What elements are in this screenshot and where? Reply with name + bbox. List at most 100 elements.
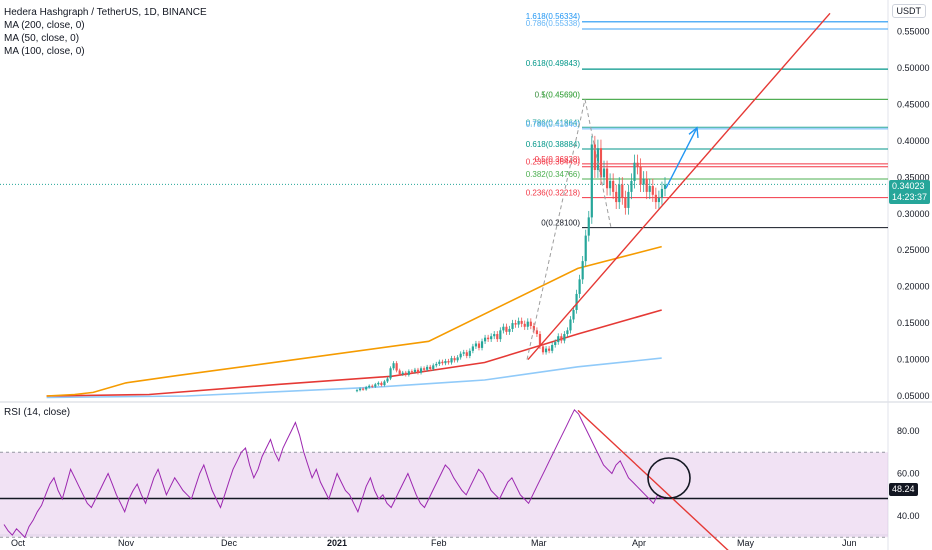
candle-body xyxy=(453,358,456,361)
candle-body xyxy=(532,326,535,331)
ma200-legend: MA (200, close, 0) xyxy=(4,20,85,31)
fib-level-label: 0(0.28100) xyxy=(541,219,580,228)
candle-body xyxy=(480,341,484,348)
candle-body xyxy=(599,148,603,178)
candle-body xyxy=(355,390,359,392)
candle-body xyxy=(361,388,365,390)
candle-body xyxy=(407,371,410,375)
fib-level-label: 1.618(0.56334) xyxy=(526,12,581,21)
candle-body xyxy=(621,184,624,198)
candle-body xyxy=(358,388,362,391)
fib-level-label: 1(0.45690) xyxy=(541,90,580,99)
time-tick-label: Feb xyxy=(431,538,447,548)
time-tick-label: Jun xyxy=(842,538,857,548)
candle-body xyxy=(514,323,517,325)
candle-body xyxy=(502,326,505,331)
candle-body xyxy=(615,191,618,203)
ma200-line xyxy=(46,357,662,399)
fib-level-label: 0.382(0.34766) xyxy=(526,170,581,179)
candle-body xyxy=(447,361,450,363)
candle-body xyxy=(651,186,654,195)
candle-body xyxy=(456,357,459,361)
candle-body xyxy=(609,180,612,189)
candle-body xyxy=(627,191,630,208)
candle-body xyxy=(462,352,465,354)
candle-body xyxy=(578,279,581,294)
arrow-head-icon xyxy=(688,126,699,139)
fib-level-label: 0.236(0.32218) xyxy=(526,189,581,198)
candle-body xyxy=(487,337,490,340)
candle-body xyxy=(572,309,575,320)
time-tick-label: May xyxy=(737,538,755,548)
candle-body xyxy=(517,320,520,325)
candle-body xyxy=(569,319,572,331)
candle-body xyxy=(365,387,368,390)
time-tick-label: Dec xyxy=(221,538,238,548)
candle-body xyxy=(374,384,377,387)
candle-body xyxy=(380,382,383,386)
rsi-band xyxy=(0,452,888,538)
rsi-trend-line xyxy=(577,409,729,550)
candle-body xyxy=(535,330,539,335)
price-tick-label: 0.50000 xyxy=(897,63,930,73)
fib-trend-dashed-line xyxy=(584,99,612,228)
candle-body xyxy=(630,180,633,192)
rsi-title: RSI (14, close) xyxy=(4,407,71,418)
candle-body xyxy=(663,184,667,189)
candle-body xyxy=(584,235,587,262)
candle-body xyxy=(368,385,371,388)
candle-body xyxy=(459,353,462,358)
candle-body xyxy=(541,346,545,353)
price-tick-label: 0.15000 xyxy=(897,318,930,328)
candle-body xyxy=(468,350,471,356)
rsi-tick-label: 60.00 xyxy=(897,469,920,479)
candle-body xyxy=(377,382,380,385)
candle-body xyxy=(618,184,621,203)
price-tick-label: 0.45000 xyxy=(897,99,930,109)
price-tick-label: 0.40000 xyxy=(897,136,930,146)
candle-body xyxy=(596,148,600,171)
fib-level-label: 0.236(0.36449) xyxy=(526,158,581,167)
price-tick-label: 0.10000 xyxy=(897,355,930,365)
currency-button[interactable]: USDT xyxy=(891,4,926,18)
fib-level-label: 0.786(0.41864) xyxy=(526,118,581,127)
price-badge: 0.34023 14:23:37 xyxy=(889,180,931,204)
candle-body xyxy=(636,162,639,167)
candle-body xyxy=(593,144,596,171)
candle-body xyxy=(426,366,429,370)
candle-body xyxy=(404,372,407,375)
circle-annotation xyxy=(647,457,691,499)
ma100-legend: MA (100, close, 0) xyxy=(4,46,85,57)
candle-body xyxy=(389,368,392,379)
price-tick-label: 0.35000 xyxy=(897,172,930,182)
candle-body xyxy=(477,343,481,348)
candle-body xyxy=(432,365,435,370)
candle-body xyxy=(548,348,551,351)
candle-body xyxy=(493,334,496,337)
fib-trend-dashed-line xyxy=(526,99,586,360)
candle-body xyxy=(612,180,615,192)
fib-level-label: 0.786(0.55338) xyxy=(526,19,581,28)
candle-body xyxy=(444,361,447,364)
candle-body xyxy=(392,363,395,369)
candle-body xyxy=(496,334,499,340)
candle-body xyxy=(529,321,532,327)
candle-body xyxy=(398,370,401,375)
candle-body xyxy=(590,144,593,218)
candle-body xyxy=(371,385,374,387)
fib-level-label: 0.5(0.36838) xyxy=(535,155,581,164)
candle-body xyxy=(416,369,420,373)
rsi-tick-label: 80.00 xyxy=(897,426,920,436)
candle-body xyxy=(523,323,526,327)
candle-body xyxy=(483,337,487,342)
price-tick-label: 0.20000 xyxy=(897,282,930,292)
candle-body xyxy=(648,186,651,192)
candle-body xyxy=(566,330,569,335)
candle-body xyxy=(581,261,584,280)
fib-level-label: 0.618(0.38884) xyxy=(526,140,581,149)
candle-body xyxy=(441,361,444,364)
candle-body xyxy=(429,366,432,370)
candle-body xyxy=(554,342,557,345)
candle-body xyxy=(563,334,566,341)
price-tick-label: 0.25000 xyxy=(897,245,930,255)
